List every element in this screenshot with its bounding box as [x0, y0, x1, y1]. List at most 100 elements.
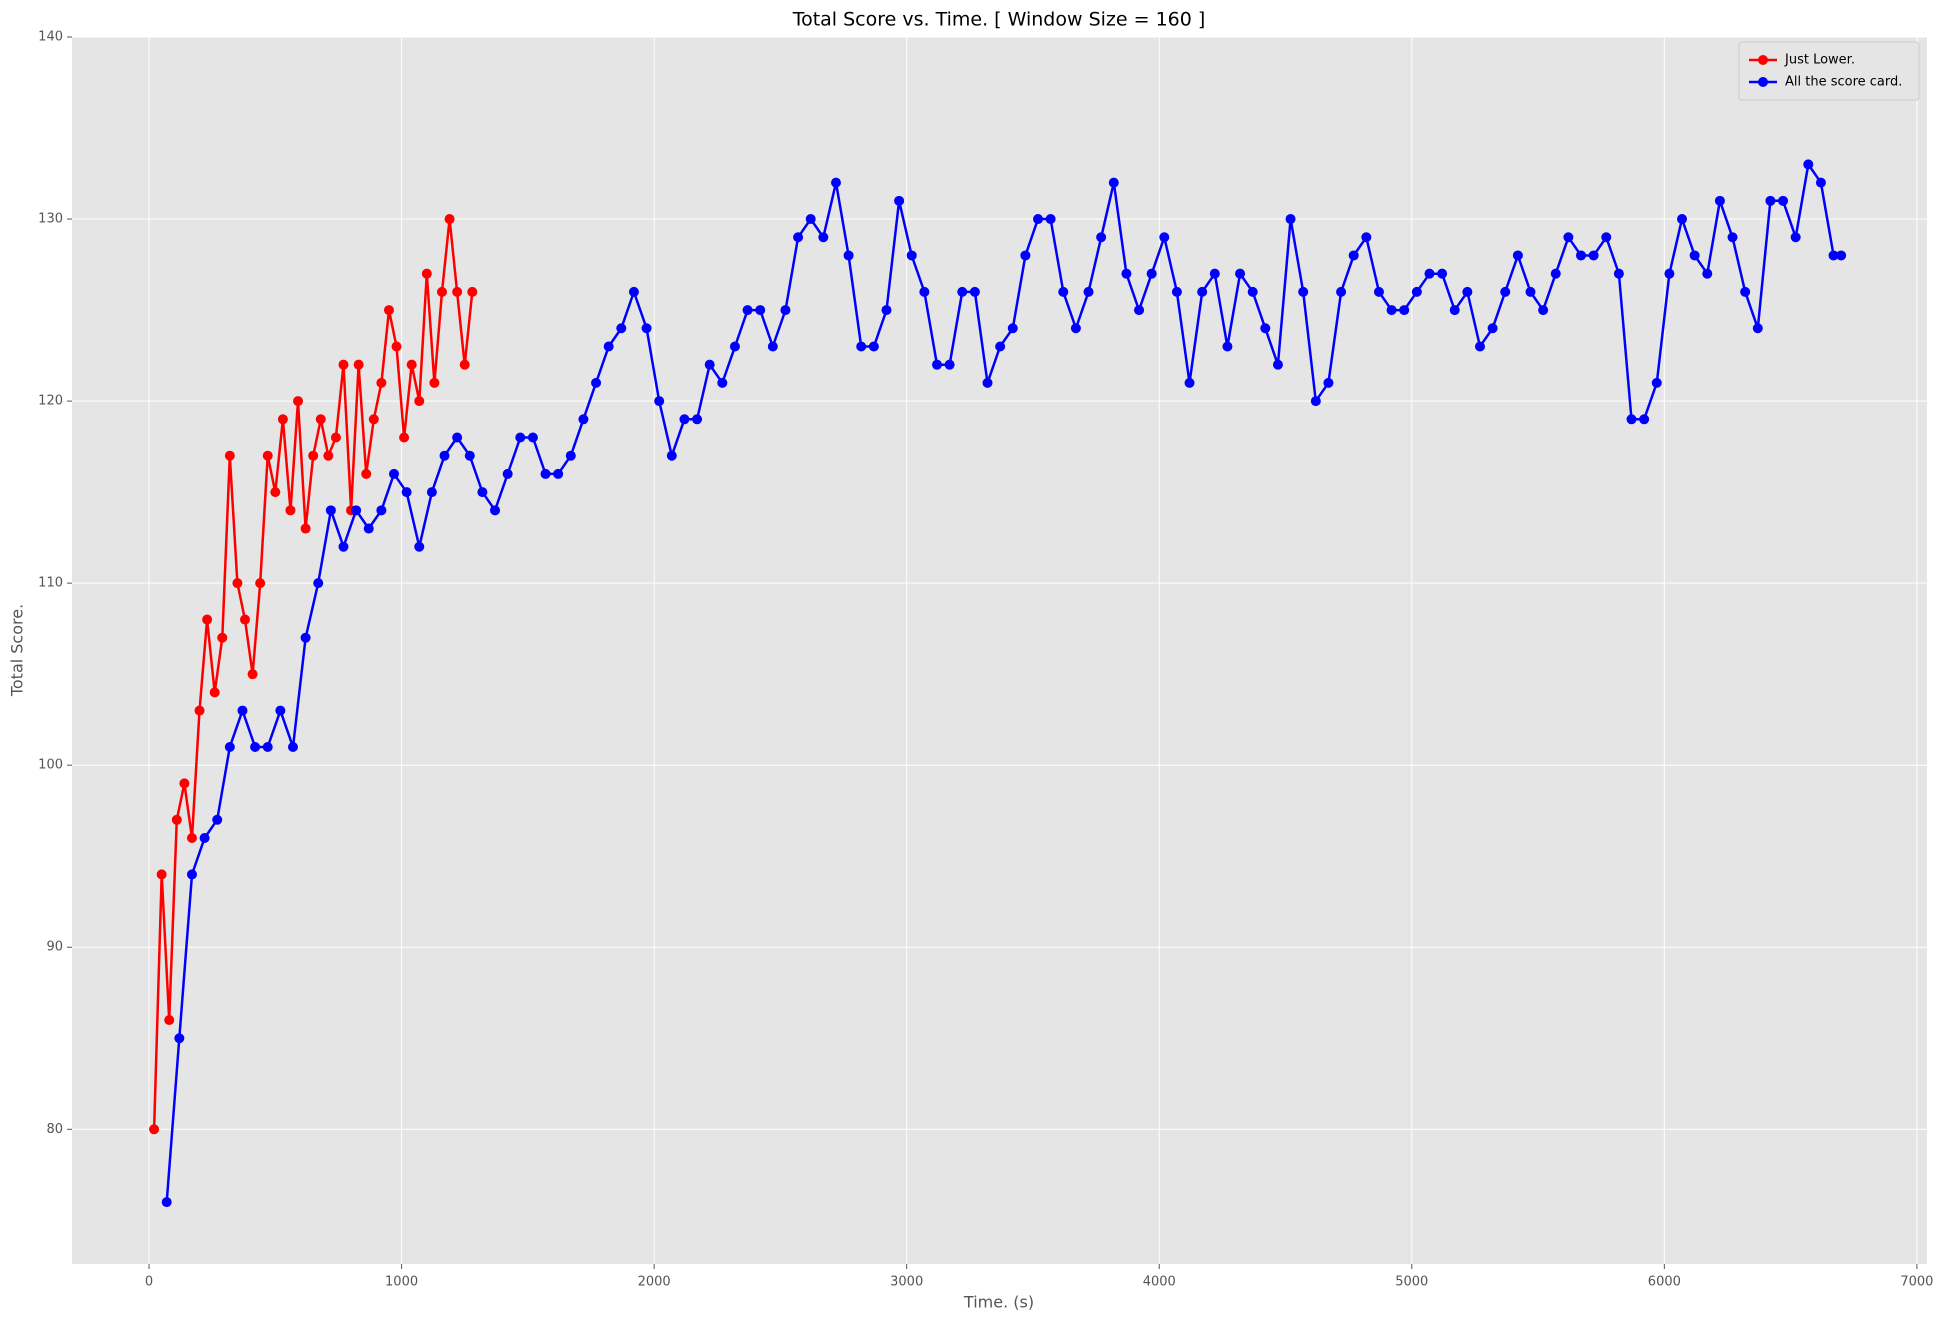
data-point	[315, 414, 326, 425]
data-point	[247, 669, 258, 680]
data-point	[262, 741, 273, 752]
data-point	[957, 286, 968, 297]
data-point	[477, 487, 488, 498]
data-point	[285, 505, 296, 516]
data-point	[793, 232, 804, 243]
x-tick-label: 4000	[1143, 1275, 1176, 1290]
x-tick-label: 2000	[638, 1275, 671, 1290]
data-point	[616, 323, 627, 334]
data-point	[1626, 414, 1637, 425]
data-point	[1449, 305, 1460, 316]
data-point	[255, 578, 266, 589]
data-point	[179, 778, 190, 789]
data-point	[578, 414, 589, 425]
data-point	[919, 286, 930, 297]
data-point	[1146, 268, 1157, 279]
data-point	[1020, 250, 1031, 261]
data-point	[1525, 286, 1536, 297]
data-point	[308, 450, 319, 461]
data-point	[300, 523, 311, 534]
data-point	[1209, 268, 1220, 279]
data-point	[361, 468, 372, 479]
legend-box	[1738, 41, 1920, 101]
data-point	[1424, 268, 1435, 279]
x-axis-label: Time. (s)	[963, 1293, 1034, 1312]
y-tick-label: 100	[38, 758, 63, 773]
legend-marker	[1758, 77, 1768, 87]
data-point	[429, 377, 440, 388]
plot-area	[72, 37, 1927, 1264]
data-point	[603, 341, 614, 352]
data-point	[338, 359, 349, 370]
data-point	[399, 432, 410, 443]
y-tick-label: 140	[38, 30, 63, 45]
data-point	[1500, 286, 1511, 297]
data-point	[1361, 232, 1372, 243]
data-point	[1462, 286, 1473, 297]
data-point	[1134, 305, 1145, 316]
data-point	[459, 359, 470, 370]
data-point	[171, 814, 182, 825]
data-point	[194, 705, 205, 716]
data-point	[1803, 159, 1814, 170]
data-point	[300, 632, 311, 643]
data-point	[729, 341, 740, 352]
data-point	[818, 232, 829, 243]
data-point	[353, 359, 364, 370]
data-point	[1184, 377, 1195, 388]
data-point	[1348, 250, 1359, 261]
data-point	[224, 450, 235, 461]
data-point	[843, 250, 854, 261]
data-point	[414, 541, 425, 552]
data-point	[426, 487, 437, 498]
data-point	[330, 432, 341, 443]
data-point	[666, 450, 677, 461]
data-point	[881, 305, 892, 316]
data-point	[1765, 195, 1776, 206]
data-point	[383, 305, 394, 316]
data-point	[591, 377, 602, 388]
data-point	[1399, 305, 1410, 316]
data-point	[679, 414, 690, 425]
data-point	[856, 341, 867, 352]
data-point	[1815, 177, 1826, 188]
data-point	[1083, 286, 1094, 297]
data-point	[767, 341, 778, 352]
y-tick-label: 120	[38, 394, 63, 409]
x-tick-label: 6000	[1648, 1275, 1681, 1290]
data-point	[1437, 268, 1448, 279]
data-point	[250, 741, 261, 752]
data-point	[1222, 341, 1233, 352]
data-point	[1740, 286, 1751, 297]
data-point	[1836, 250, 1847, 261]
data-point	[313, 578, 324, 589]
data-point	[1045, 214, 1056, 225]
data-point	[553, 468, 564, 479]
data-point	[1386, 305, 1397, 316]
data-point	[704, 359, 715, 370]
data-point	[262, 450, 273, 461]
data-point	[202, 614, 213, 625]
data-point	[1159, 232, 1170, 243]
data-point	[376, 505, 387, 516]
data-point	[628, 286, 639, 297]
data-point	[931, 359, 942, 370]
x-tick-label: 3000	[890, 1275, 923, 1290]
data-point	[894, 195, 905, 206]
legend: Just Lower. All the score card.	[1738, 41, 1920, 101]
data-point	[906, 250, 917, 261]
data-point	[1007, 323, 1018, 334]
data-point	[944, 359, 955, 370]
data-point	[186, 833, 197, 844]
data-point	[1828, 250, 1839, 261]
data-point	[270, 487, 281, 498]
x-tick-label: 0	[145, 1275, 153, 1290]
data-point	[1474, 341, 1485, 352]
data-point	[1512, 250, 1523, 261]
data-point	[1197, 286, 1208, 297]
data-point	[1677, 214, 1688, 225]
y-tick-label: 80	[46, 1122, 63, 1137]
data-point	[995, 341, 1006, 352]
